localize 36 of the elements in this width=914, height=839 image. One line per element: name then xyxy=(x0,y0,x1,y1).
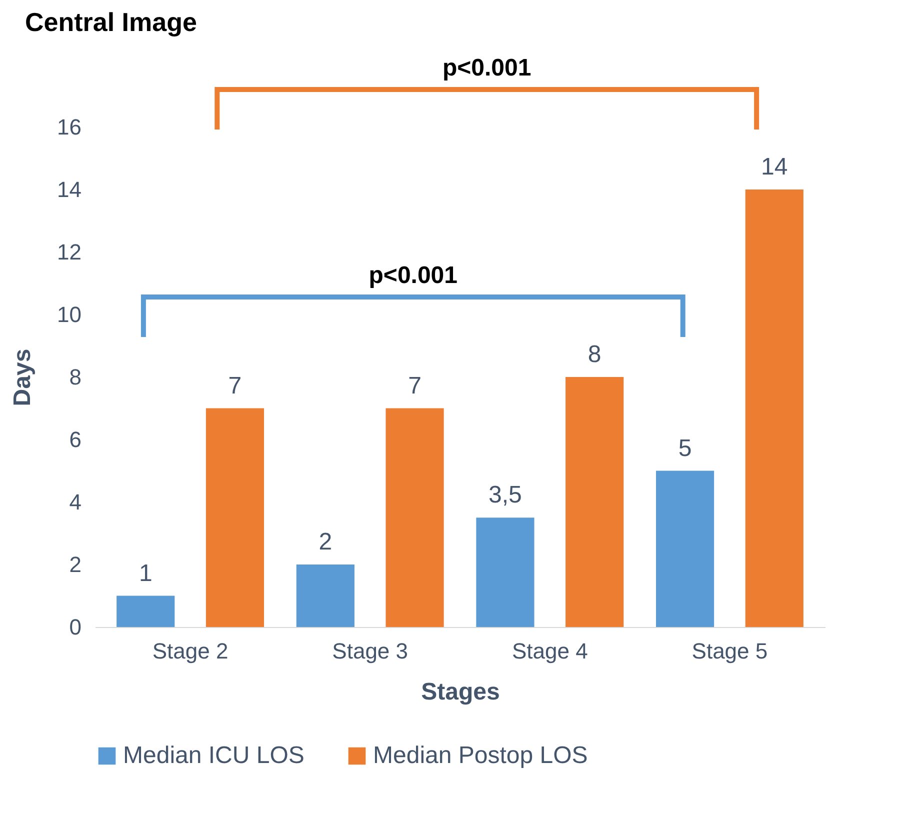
y-tick-label: 6 xyxy=(69,427,82,452)
y-tick-label: 2 xyxy=(69,552,82,577)
legend-label: Median ICU LOS xyxy=(123,742,304,769)
y-tick-label: 16 xyxy=(57,114,82,140)
bar xyxy=(296,564,354,627)
bar xyxy=(476,518,534,627)
text: p<0.001 xyxy=(442,54,532,82)
data-label: 7 xyxy=(408,372,422,400)
x-tick-label: Stage 5 xyxy=(692,638,768,664)
x-tick-label: Stage 4 xyxy=(512,638,588,664)
y-tick-label: 0 xyxy=(69,614,82,640)
bar xyxy=(386,408,444,627)
bar xyxy=(745,190,804,627)
bar xyxy=(116,596,175,627)
y-tick-label: 12 xyxy=(57,240,82,264)
data-label: 14 xyxy=(761,154,788,180)
data-label: 7 xyxy=(228,372,242,400)
data-label: 5 xyxy=(678,434,692,462)
y-tick-label: 4 xyxy=(69,490,82,514)
bar xyxy=(566,377,624,627)
bar xyxy=(656,470,714,627)
y-tick-label: 14 xyxy=(57,177,82,202)
legend-label: Median Postop LOS xyxy=(373,742,588,769)
y-axis-title: Days xyxy=(9,348,36,406)
annotation: p<0.001 xyxy=(368,262,458,289)
x-axis-title: Stages xyxy=(421,678,500,706)
data-label: 2 xyxy=(318,528,332,556)
x-tick-label: Stage 2 xyxy=(152,638,228,664)
bar xyxy=(206,408,264,627)
data-label: 3,5 xyxy=(488,482,522,509)
y-tick-label: 10 xyxy=(57,302,82,327)
data-label: 8 xyxy=(588,341,602,368)
data-label: 1 xyxy=(138,560,152,587)
x-tick-label: Stage 3 xyxy=(332,638,408,664)
y-tick-label: 8 xyxy=(69,364,82,390)
chart-title: Central Image xyxy=(25,7,197,37)
